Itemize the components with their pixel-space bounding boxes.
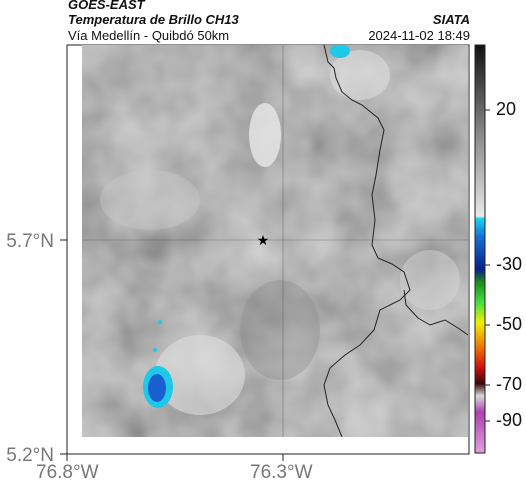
colorbar-tick-minus30: -30	[496, 254, 523, 274]
colorbar	[474, 44, 490, 454]
lat-label-5.7: 5.7°N	[6, 231, 54, 252]
colorbar-tick-minus90: -90	[496, 410, 523, 430]
datetime-label: 2024-11-02 18:49	[368, 28, 470, 43]
brightness-field	[82, 45, 468, 437]
border-line	[323, 45, 411, 437]
satellite-title: GOES-EAST	[68, 0, 145, 12]
product-title: Temperatura de Brillo CH13	[68, 12, 239, 27]
region-subtitle: Vía Medellín - Quibdó 50km	[68, 28, 230, 43]
lat-label-5.2: 5.2°N	[6, 445, 54, 466]
colorbar-tick-minus50: -50	[496, 314, 523, 334]
colorbar-tick-minus70: -70	[496, 374, 523, 394]
lon-label-76.8: 76.8°W	[36, 462, 99, 483]
colorbar-tick-20: 20	[496, 99, 517, 119]
star-marker: ★	[257, 232, 270, 248]
source-label: SIATA	[432, 12, 470, 27]
lon-label-76.3: 76.3°W	[250, 462, 313, 483]
